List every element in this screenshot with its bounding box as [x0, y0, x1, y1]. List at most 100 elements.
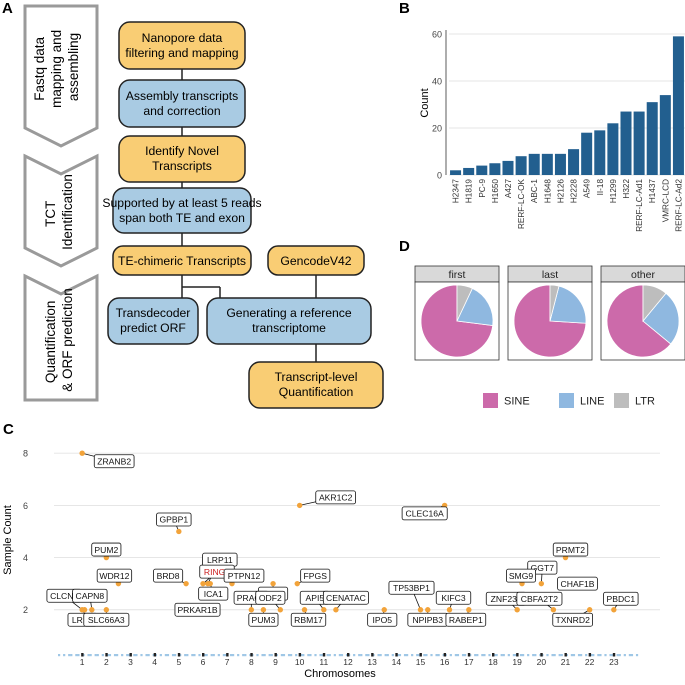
- chromosome-track-dot: [328, 654, 331, 657]
- bar: [476, 165, 488, 175]
- gene-point-gpbp1: GPBP1: [156, 512, 192, 535]
- gene-label: PTPN12: [228, 571, 261, 581]
- section-labels: Fastq data mapping and assembling TCT Id…: [32, 26, 81, 392]
- panel-b-letter: B: [399, 0, 410, 17]
- scatter-points: ZRANB2 AKR1C2 CLEC16A GPBP1 PUM2 PRMT2 WDR12 BR…: [46, 450, 639, 627]
- chromosome-track-dot: [268, 654, 271, 657]
- gene-point-tp53bp1: TP53BP1: [388, 580, 435, 613]
- pie-legend-label: LTR: [635, 396, 655, 408]
- flow-box-te-chimeric: [112, 245, 252, 276]
- chromosome-track-dot: [377, 654, 380, 657]
- gene-point-slc66a3: SLC66A3: [83, 607, 130, 627]
- pie-slice-ltr: [642, 284, 667, 323]
- chromosome-track-dot: [358, 654, 361, 657]
- chromosome-track-dot: [449, 654, 452, 657]
- flow-connectors: [181, 69, 317, 362]
- bar: [554, 153, 566, 175]
- chromosome-track-dot: [261, 654, 264, 657]
- gene-label-box: [388, 580, 435, 595]
- gene-label: CBFA2T2: [521, 594, 558, 604]
- chromosome-track-dot: [126, 654, 129, 657]
- chromosome-track-dot: [70, 654, 73, 657]
- gene-label-box: [153, 568, 184, 583]
- gene-point-dot: [550, 607, 557, 613]
- section-arrows: [23, 4, 99, 402]
- pie-slice-ltr: [549, 284, 560, 322]
- panel-d: D first last other SINE LINE LTR: [399, 238, 685, 408]
- bar: [528, 153, 540, 175]
- chromosome-track-dot: [570, 654, 573, 657]
- chromosome-track-dot: [623, 654, 626, 657]
- chromosome-track-dot: [474, 654, 477, 657]
- chromosome-track-dot: [396, 654, 399, 657]
- chromosome-tick-label: 16: [440, 657, 450, 667]
- chromosome-tick: [588, 653, 592, 657]
- chromosome-track-dot: [609, 654, 612, 657]
- chromosome-tick-label: 5: [176, 657, 181, 667]
- gene-label: GGT7: [531, 563, 555, 573]
- gene-label-box: [91, 542, 122, 557]
- gene-point-rabep1: RABEP1: [445, 607, 487, 627]
- chromosome-tick-label: 8: [249, 657, 254, 667]
- chromosome-track-dot: [164, 654, 167, 657]
- gene-label-box: [93, 454, 135, 469]
- chromosome-track-dot: [599, 654, 602, 657]
- chromosome-track-dot: [403, 654, 407, 657]
- gene-point-npipb3: NPIPB3: [407, 607, 449, 627]
- chromosome-track-dot: [128, 654, 131, 657]
- bar-y-tick-label: 20: [432, 124, 442, 134]
- gene-label: CHAF1B: [561, 579, 595, 589]
- chromosome-track-dot: [321, 654, 324, 657]
- gene-point-dot: [611, 607, 617, 613]
- section-label-2: TCT Identification: [43, 174, 75, 250]
- gene-label: LRP11: [207, 555, 233, 565]
- gene-point-txnrd2: TXNRD2: [552, 607, 593, 627]
- chromosome-tick: [202, 653, 205, 657]
- chromosome-track-dot: [256, 654, 259, 657]
- chromosome-track-dot: [198, 654, 201, 657]
- gene-point-dot: [277, 607, 284, 613]
- chromosome-track-dot: [546, 654, 549, 657]
- chromosome-track-dot: [106, 654, 109, 657]
- gene-point-dot: [81, 607, 88, 613]
- bar-x-tick-label: H1299: [609, 179, 618, 204]
- gene-label-box: [322, 590, 369, 605]
- gene-point-ica1: ICA1: [198, 580, 229, 601]
- gene-point-rbm17: RBM17: [290, 607, 327, 627]
- pie-legend-swatch: [483, 393, 498, 408]
- chromosome-track-dot: [75, 654, 78, 657]
- gene-label: ZNF235: [491, 594, 522, 604]
- bar-x-tick-label: A427: [504, 179, 513, 199]
- bar-x-tick-label: H1437: [648, 179, 657, 204]
- gene-label: BRD8: [157, 571, 180, 581]
- bar-x-tick-label: H1650: [491, 179, 500, 204]
- chromosome-tick: [298, 653, 302, 657]
- chromosome-track-dot: [282, 654, 286, 657]
- bar: [450, 170, 462, 175]
- gene-point-odf2: ODF2: [255, 590, 286, 613]
- section-label-1: Fastq data mapping and assembling: [32, 26, 81, 108]
- gene-label-box: [516, 591, 563, 606]
- svg-text:TE-chimeric Transcripts: TE-chimeric Transcripts: [118, 254, 246, 268]
- chromosome-tick: [153, 653, 157, 657]
- chromosome-track-dot: [560, 654, 563, 657]
- pie-facet-other: other: [600, 265, 685, 361]
- chromosome-track-dot: [495, 654, 498, 657]
- bar-x-tick-label: H1819: [465, 179, 474, 204]
- gene-point-smg9: SMG9: [505, 568, 536, 587]
- bar: [646, 102, 658, 175]
- panel-a: A Fastq data mapping and assembling TCT …: [2, 0, 384, 409]
- bar-x-tick-label: RERF-LC-OK: [517, 178, 526, 229]
- chromosome-track-dot: [406, 654, 409, 657]
- chromosome-track-dot: [210, 654, 213, 657]
- chromosome-tick-label: 17: [464, 657, 474, 667]
- pie-slice-line: [549, 285, 587, 324]
- gene-label: SLC66A3: [88, 615, 125, 625]
- scatter-y-ticks: 2 4 6 8: [23, 449, 28, 616]
- chromosome-track-dot: [145, 654, 148, 657]
- chromosome-track-dot: [340, 654, 344, 657]
- bar-x-tick-label: ABC-1: [530, 179, 539, 204]
- gene-label: TXNRD2: [555, 615, 590, 625]
